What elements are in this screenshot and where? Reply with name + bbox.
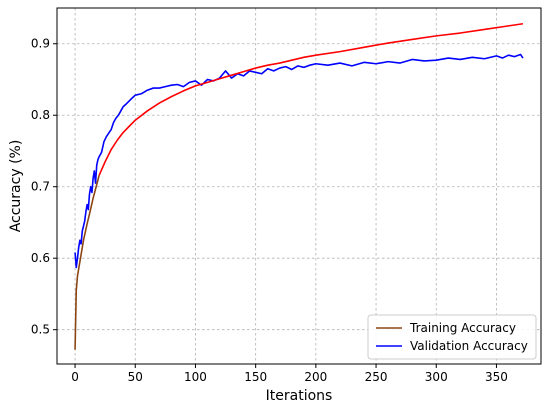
series-line-validation bbox=[74, 53, 524, 269]
legend-label-training: Training Accuracy bbox=[409, 321, 516, 335]
plot-frame bbox=[56, 7, 542, 365]
x-tick-label: 250 bbox=[365, 370, 388, 384]
y-tick-label: 0.5 bbox=[31, 323, 50, 337]
legend: Training Accuracy Validation Accuracy bbox=[367, 314, 537, 360]
x-tick-label: 50 bbox=[128, 370, 143, 384]
y-axis-label: Accuracy (%) bbox=[8, 140, 24, 233]
series-line-training bbox=[98, 22, 524, 176]
y-axis-ticks: 0.5 0.6 0.7 0.8 0.9 bbox=[31, 37, 57, 337]
x-tick-label: 200 bbox=[304, 370, 327, 384]
grid bbox=[57, 8, 541, 364]
x-axis-label: Iterations bbox=[266, 388, 333, 404]
legend-box bbox=[367, 314, 537, 360]
x-tick-label: 100 bbox=[184, 370, 207, 384]
y-tick-label: 0.9 bbox=[31, 37, 50, 51]
y-tick-label: 0.8 bbox=[31, 108, 50, 122]
x-tick-label: 300 bbox=[425, 370, 448, 384]
legend-label-validation: Validation Accuracy bbox=[410, 339, 528, 353]
x-axis-ticks: 0 50 100 150 200 250 300 350 bbox=[71, 364, 508, 384]
y-tick-label: 0.7 bbox=[31, 180, 50, 194]
series-line-training-initial bbox=[74, 175, 100, 350]
x-tick-label: 0 bbox=[71, 370, 79, 384]
series-layer bbox=[74, 22, 524, 350]
y-tick-label: 0.6 bbox=[31, 251, 50, 265]
x-tick-label: 350 bbox=[485, 370, 508, 384]
x-tick-label: 150 bbox=[244, 370, 267, 384]
